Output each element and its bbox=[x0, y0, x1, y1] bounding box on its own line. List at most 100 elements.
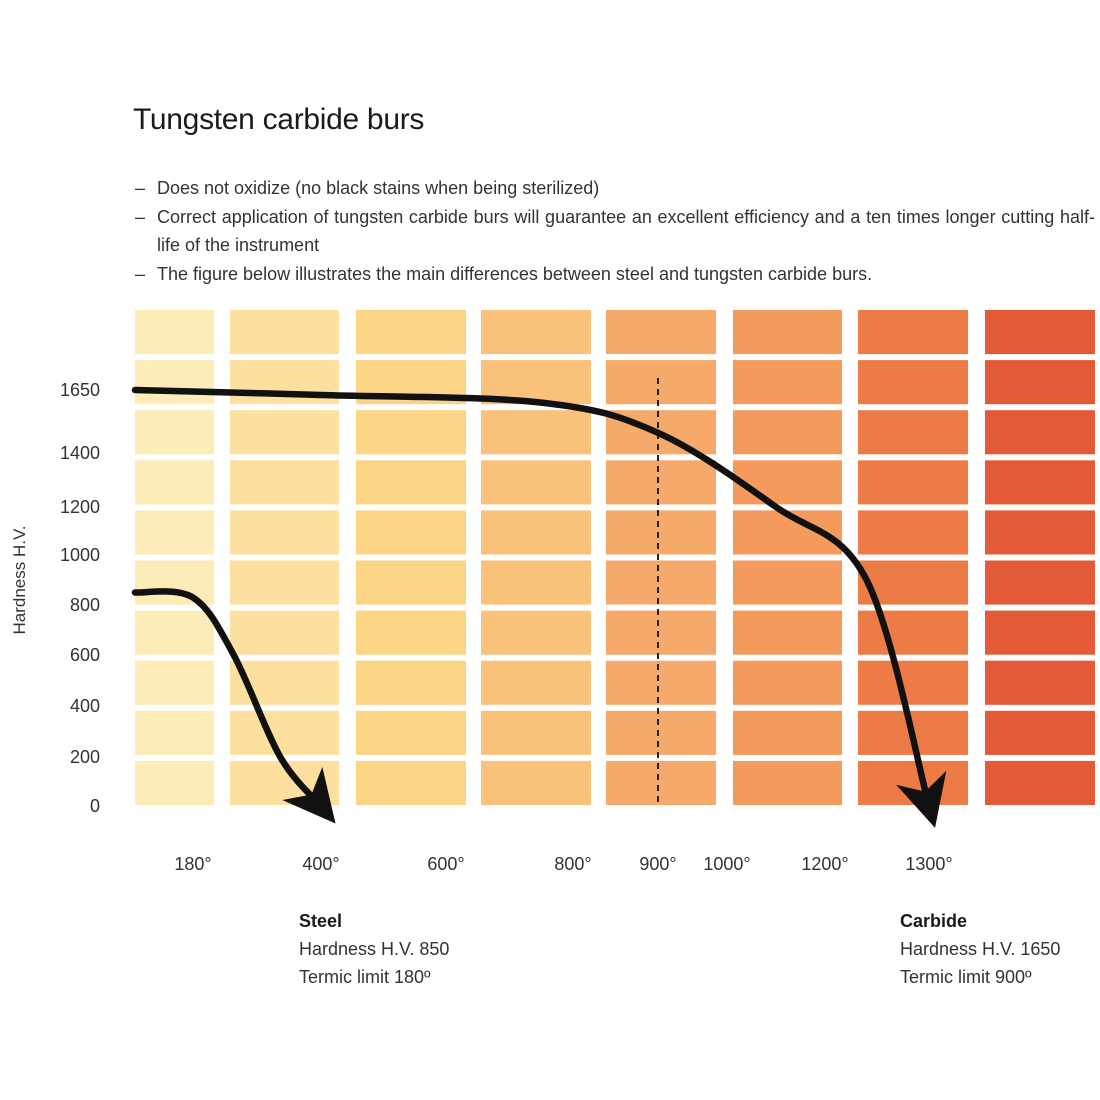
legend-carbide: Carbide Hardness H.V. 1650 Termic limit … bbox=[900, 907, 1060, 991]
grid-cell bbox=[481, 510, 591, 555]
grid-cell bbox=[356, 760, 466, 805]
grid-cell bbox=[985, 610, 1095, 655]
y-tick-label: 1650 bbox=[60, 380, 100, 400]
grid-cell bbox=[858, 410, 968, 455]
x-tick-label: 1200° bbox=[801, 854, 848, 874]
grid-cell bbox=[858, 360, 968, 405]
grid-cell bbox=[733, 610, 842, 655]
y-tick-label: 1000 bbox=[60, 545, 100, 565]
x-axis-ticks: 180° 400° 600° 800° 900° 1000° 1200° 1300° bbox=[174, 854, 952, 874]
x-tick-label: 1000° bbox=[703, 854, 750, 874]
grid-cell bbox=[733, 760, 842, 805]
y-tick-label: 1200 bbox=[60, 497, 100, 517]
bullet-dash: – bbox=[135, 263, 146, 284]
grid-cell bbox=[230, 510, 339, 555]
grid-cell bbox=[230, 710, 339, 755]
y-tick-label: 200 bbox=[70, 747, 100, 767]
legend-carbide-limit: Termic limit 900º bbox=[900, 967, 1032, 987]
list-item: – Correct application of tungsten carbide… bbox=[135, 203, 1095, 260]
legend-steel-name: Steel bbox=[299, 911, 343, 931]
grid-cell bbox=[481, 660, 591, 705]
grid-cell bbox=[481, 410, 591, 455]
grid-cell bbox=[481, 610, 591, 655]
grid-cell bbox=[985, 510, 1095, 555]
x-tick-label: 180° bbox=[174, 854, 211, 874]
grid-cell bbox=[606, 760, 716, 805]
grid-cell bbox=[858, 460, 968, 505]
grid-cell bbox=[985, 710, 1095, 755]
grid-cell bbox=[985, 760, 1095, 805]
x-tick-label: 800° bbox=[554, 854, 591, 874]
grid-cell bbox=[356, 560, 466, 605]
grid-cell bbox=[135, 460, 214, 505]
grid-cell bbox=[985, 310, 1095, 355]
grid-cell bbox=[230, 460, 339, 505]
grid-cell bbox=[733, 310, 842, 355]
grid-cell bbox=[858, 310, 968, 355]
bullet-dash: – bbox=[135, 178, 146, 198]
grid-cell bbox=[135, 410, 214, 455]
grid-cell bbox=[135, 310, 214, 355]
grid-cell bbox=[481, 460, 591, 505]
grid-cell bbox=[356, 310, 466, 355]
grid-cell bbox=[356, 460, 466, 505]
grid-cell bbox=[356, 660, 466, 705]
y-tick-label: 400 bbox=[70, 696, 100, 716]
legend-steel-hardness: Hardness H.V. 850 bbox=[299, 939, 450, 959]
bullet-text: The figure below illustrates the main di… bbox=[157, 263, 873, 284]
grid-cell bbox=[481, 760, 591, 805]
bullet-text: Correct application of tungsten carbide … bbox=[157, 206, 1095, 256]
feature-list: – Does not oxidize (no black stains when … bbox=[135, 174, 1095, 288]
grid-cell bbox=[985, 460, 1095, 505]
grid-cell bbox=[606, 610, 716, 655]
grid-cell bbox=[230, 410, 339, 455]
grid-cell bbox=[733, 660, 842, 705]
grid-cell bbox=[230, 560, 339, 605]
grid-cell bbox=[858, 610, 968, 655]
y-tick-label: 0 bbox=[90, 796, 100, 816]
grid-cell bbox=[135, 560, 214, 605]
grid-cell bbox=[606, 460, 716, 505]
list-item: – The figure below illustrates the main d… bbox=[135, 260, 1095, 289]
grid-cell bbox=[858, 660, 968, 705]
curve-carbide bbox=[131, 386, 947, 828]
grid-cell bbox=[606, 560, 716, 605]
grid-cell bbox=[606, 360, 716, 405]
grid-cell bbox=[606, 710, 716, 755]
grid-cell bbox=[733, 410, 842, 455]
grid-cell bbox=[733, 360, 842, 405]
y-axis-title: Hardness H.V. bbox=[10, 525, 29, 635]
grid-cell bbox=[135, 710, 214, 755]
x-tick-label: 600° bbox=[427, 854, 464, 874]
grid-cell bbox=[230, 610, 339, 655]
bullet-text: Does not oxidize (no black stains when b… bbox=[157, 178, 600, 198]
grid-cell bbox=[858, 760, 968, 805]
grid-cell bbox=[733, 460, 842, 505]
grid-cell bbox=[135, 510, 214, 555]
x-tick-label: 1300° bbox=[905, 854, 952, 874]
legend-carbide-name: Carbide bbox=[900, 911, 968, 931]
grid-cell bbox=[356, 510, 466, 555]
grid-cell bbox=[356, 410, 466, 455]
grid-cell bbox=[733, 710, 842, 755]
x-tick-label: 900° bbox=[639, 854, 676, 874]
y-tick-label: 600 bbox=[70, 645, 100, 665]
grid-cell bbox=[135, 760, 214, 805]
grid-cell bbox=[481, 560, 591, 605]
curves bbox=[131, 386, 947, 828]
legend-carbide-hardness: Hardness H.V. 1650 bbox=[900, 939, 1061, 959]
y-axis-ticks: 0 200 400 600 800 1000 1200 1400 1650 bbox=[60, 380, 100, 816]
legend-steel: Steel Hardness H.V. 850 Termic limit 180… bbox=[299, 907, 449, 991]
x-tick-label: 400° bbox=[302, 854, 339, 874]
bullet-dash: – bbox=[135, 206, 146, 227]
curve-steel bbox=[131, 588, 336, 824]
grid-cell bbox=[985, 560, 1095, 605]
y-tick-label: 1400 bbox=[60, 443, 100, 463]
page-title: Tungsten carbide burs bbox=[133, 103, 425, 136]
grid-cell bbox=[985, 360, 1095, 405]
grid-cell bbox=[858, 510, 968, 555]
grid-cell bbox=[481, 310, 591, 355]
grid-cell bbox=[606, 510, 716, 555]
grid-cell bbox=[606, 660, 716, 705]
